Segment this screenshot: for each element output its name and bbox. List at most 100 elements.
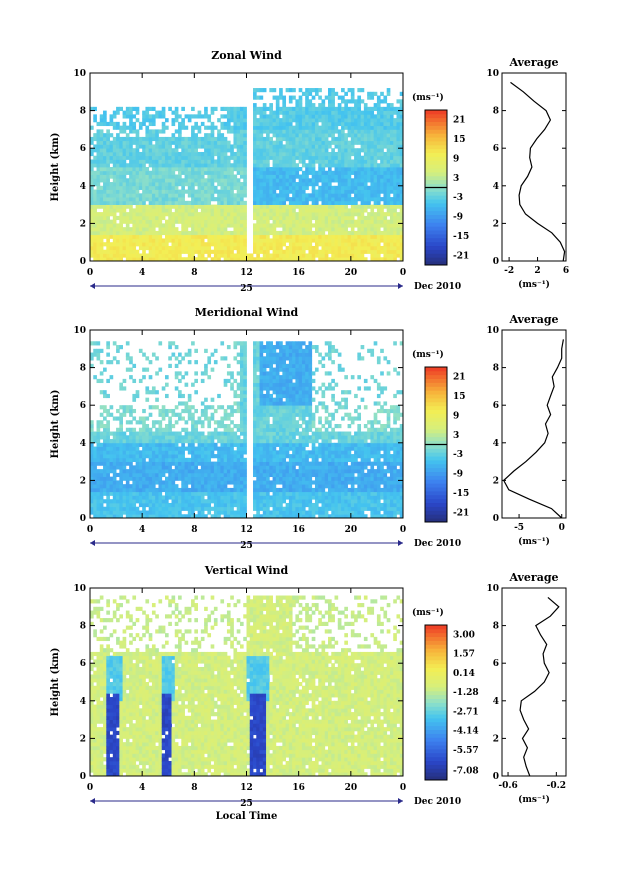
- heatmap-cell: [174, 174, 179, 179]
- heatmap-cell: [197, 140, 202, 145]
- heatmap-cell: [239, 249, 244, 254]
- heatmap-cell: [380, 129, 384, 134]
- heatmap-cell: [168, 363, 172, 368]
- heatmap-cell: [370, 257, 375, 262]
- heatmap-cell: [148, 472, 153, 478]
- heatmap-cell: [135, 435, 140, 440]
- heatmap-cell: [90, 151, 94, 157]
- heatmap-cell: [119, 163, 123, 168]
- heatmap-cell: [328, 110, 332, 115]
- heatmap-cell: [109, 223, 114, 228]
- heatmap-cell: [138, 242, 143, 247]
- heatmap-cell: [334, 200, 339, 205]
- heatmap-cell: [282, 170, 287, 175]
- heatmap-cell: [184, 223, 189, 228]
- heatmap-cell: [360, 204, 365, 209]
- heatmap-cell: [161, 480, 166, 485]
- heatmap-cell: [93, 457, 97, 462]
- heatmap-cell: [197, 257, 202, 262]
- heatmap-cell: [220, 439, 225, 444]
- heatmap-cell: [386, 133, 391, 138]
- colorbar-segment: [425, 210, 447, 216]
- heatmap-cell: [266, 219, 270, 224]
- heatmap-cell: [324, 118, 329, 123]
- heatmap-cell: [96, 212, 101, 217]
- heatmap-cell: [148, 227, 153, 232]
- heatmap-cell: [181, 506, 185, 511]
- heatmap-cell: [328, 185, 332, 190]
- heatmap-cell: [187, 136, 192, 142]
- heatmap-cell: [200, 424, 205, 429]
- heatmap-cell: [347, 155, 352, 160]
- heatmap-cell: [109, 487, 114, 493]
- heatmap-cell: [103, 136, 107, 142]
- heatmap-cell: [223, 510, 228, 515]
- heatmap-cell: [122, 170, 127, 175]
- heatmap-cell: [197, 144, 202, 149]
- heatmap-cell: [142, 170, 146, 175]
- heatmap-cell: [135, 148, 140, 153]
- heatmap-cell: [314, 155, 319, 160]
- heatmap-cell: [125, 506, 130, 511]
- heatmap-cell: [230, 465, 234, 470]
- heatmap-cell: [207, 510, 212, 515]
- heatmap-cell: [308, 253, 313, 258]
- heatmap-cell: [90, 457, 94, 462]
- heatmap-cell: [96, 348, 101, 353]
- heatmap-cell: [161, 238, 166, 243]
- heatmap-cell: [331, 249, 335, 254]
- heatmap-cell: [298, 238, 303, 243]
- heatmap-cell: [122, 510, 127, 515]
- heatmap-cell: [93, 234, 97, 239]
- heatmap-cell: [236, 204, 241, 209]
- heatmap-cell: [145, 416, 150, 421]
- heatmap-cell: [158, 249, 163, 254]
- heatmap-cell: [279, 151, 283, 157]
- heatmap-cell: [344, 118, 348, 123]
- heatmap-cell: [360, 223, 365, 228]
- heatmap-cell: [230, 431, 234, 436]
- heatmap-cell: [341, 185, 345, 190]
- heatmap-cell: [305, 230, 309, 236]
- heatmap-cell: [328, 208, 332, 213]
- heatmap-cell: [194, 223, 198, 228]
- heatmap-cell: [96, 499, 101, 504]
- heatmap-cell: [200, 238, 205, 243]
- heatmap-cell: [223, 514, 228, 519]
- heatmap-cell: [226, 125, 231, 130]
- heatmap-cell: [253, 125, 257, 130]
- heatmap-cell: [341, 182, 345, 187]
- heatmap-cell: [174, 356, 179, 361]
- heatmap-cell: [337, 230, 342, 236]
- heatmap-cell: [272, 170, 277, 175]
- heatmap-cell: [360, 114, 365, 119]
- heatmap-cell: [207, 223, 212, 228]
- heatmap-cell: [217, 454, 221, 459]
- heatmap-cell: [337, 155, 342, 160]
- heatmap-cell: [187, 499, 192, 504]
- heatmap-cell: [239, 144, 244, 149]
- heatmap-cell: [253, 227, 257, 232]
- heatmap-cell: [357, 133, 362, 138]
- heatmap-cell: [142, 487, 146, 493]
- heatmap-cell: [194, 465, 198, 470]
- heatmap-cell: [347, 182, 352, 187]
- heatmap-cell: [285, 230, 290, 236]
- heatmap-cell: [396, 144, 401, 149]
- heatmap-cell: [125, 189, 130, 194]
- heatmap-cell: [207, 424, 212, 429]
- heatmap-cell: [207, 178, 212, 183]
- heatmap-cell: [311, 238, 316, 243]
- heatmap-cell: [187, 472, 192, 478]
- profile-x-tick-label: 2: [534, 266, 540, 276]
- heatmap-cell: [191, 457, 195, 462]
- heatmap-cell: [288, 189, 293, 194]
- heatmap-cell: [171, 446, 176, 451]
- heatmap-cell: [236, 167, 241, 172]
- heatmap-cell: [393, 204, 397, 209]
- heatmap-cell: [272, 125, 277, 130]
- heatmap-cell: [145, 223, 150, 228]
- heatmap-cell: [223, 427, 228, 432]
- heatmap-cell: [337, 182, 342, 187]
- heatmap-cell: [285, 136, 290, 142]
